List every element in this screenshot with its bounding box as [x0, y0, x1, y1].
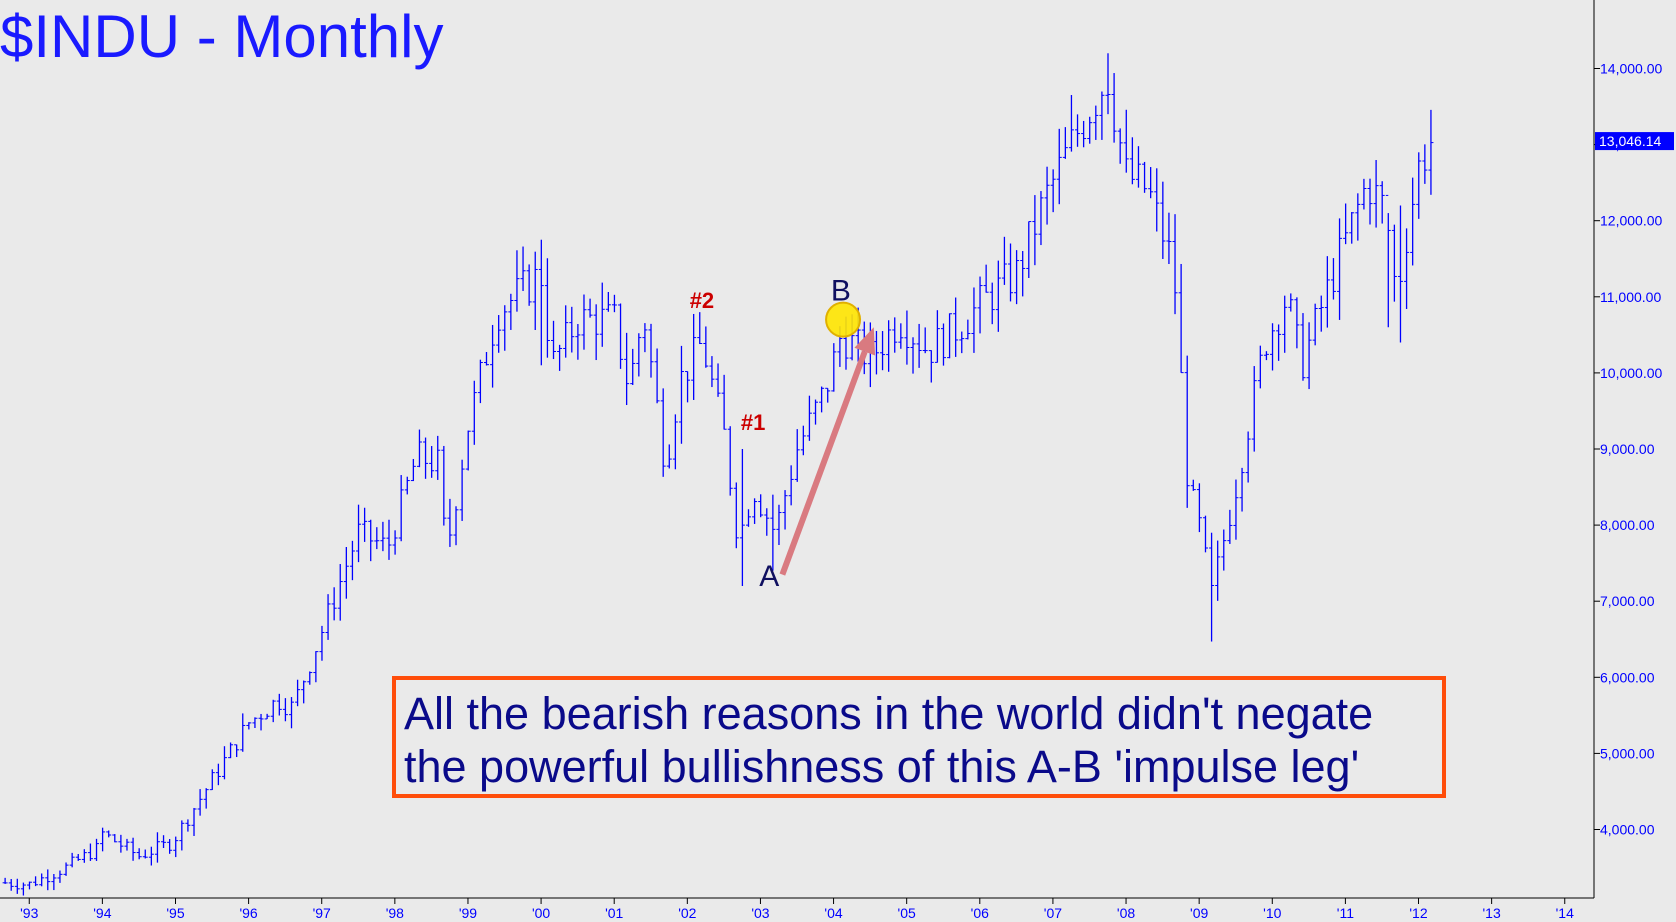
- y-tick-label: 8,000.00: [1600, 517, 1655, 533]
- b-point-marker: [825, 301, 862, 338]
- x-tick-label: '01: [605, 905, 623, 921]
- y-tick-label: 4,000.00: [1600, 822, 1655, 838]
- y-tick-label: 12,000.00: [1600, 213, 1662, 229]
- ohlc-bars: [2, 53, 1434, 896]
- y-axis-ticks: 4,000.00 5,000.00 6,000.00 7,000.00 8,000.00…: [1594, 60, 1674, 838]
- x-tick-label: '10: [1263, 905, 1281, 921]
- x-tick-label: '05: [898, 905, 916, 921]
- last-price-box: [1595, 132, 1674, 151]
- impulse-arrow-shaft: [779, 350, 868, 576]
- y-tick-label: 7,000.00: [1600, 593, 1655, 609]
- impulse-arrow-head: [854, 327, 876, 356]
- x-axis-ticks: '93 '94 '95 '96 '97 '98 '99 '00 '01 '02 '03 '04 '05 '…: [20, 898, 1574, 921]
- y-tick-label: 5,000.00: [1600, 745, 1655, 761]
- x-tick-label: '13: [1483, 905, 1501, 921]
- callout-line-1: All the bearish reasons in the world did…: [404, 688, 1374, 739]
- x-tick-label: '02: [678, 905, 696, 921]
- x-tick-label: '95: [166, 905, 184, 921]
- chart-title: $INDU - Monthly: [0, 3, 444, 70]
- x-tick-label: '14: [1556, 905, 1574, 921]
- y-tick-label: 11,000.00: [1600, 289, 1661, 305]
- annotations: #2 #1 A B: [690, 275, 876, 593]
- x-tick-label: '12: [1409, 905, 1427, 921]
- x-tick-label: '03: [751, 905, 769, 921]
- x-tick-label: '04: [824, 905, 842, 921]
- x-tick-label: '99: [459, 905, 477, 921]
- x-tick-label: '07: [1044, 905, 1062, 921]
- x-tick-label: '09: [1190, 905, 1208, 921]
- x-tick-label: '93: [20, 905, 38, 921]
- x-tick-label: '94: [93, 905, 111, 921]
- y-tick-label: 6,000.00: [1600, 669, 1655, 685]
- x-tick-label: '98: [386, 905, 404, 921]
- y-tick-label: 14,000.00: [1600, 60, 1662, 76]
- wave-label: #2: [690, 288, 714, 313]
- point-label: A: [759, 560, 779, 593]
- point-label: B: [831, 275, 851, 308]
- callout-line-2: the powerful bullishness of this A-B 'im…: [404, 741, 1360, 792]
- x-tick-label: '08: [1117, 905, 1135, 921]
- last-price-label: 13,046.14: [1599, 133, 1661, 149]
- y-tick-label: 9,000.00: [1600, 441, 1655, 457]
- x-tick-label: '00: [532, 905, 550, 921]
- commentary-callout: All the bearish reasons in the world did…: [392, 676, 1446, 798]
- wave-label: #1: [741, 410, 765, 435]
- x-tick-label: '11: [1337, 905, 1354, 921]
- x-tick-label: '97: [313, 905, 331, 921]
- y-tick-label: 10,000.00: [1600, 365, 1662, 381]
- x-tick-label: '96: [239, 905, 257, 921]
- x-tick-label: '06: [971, 905, 989, 921]
